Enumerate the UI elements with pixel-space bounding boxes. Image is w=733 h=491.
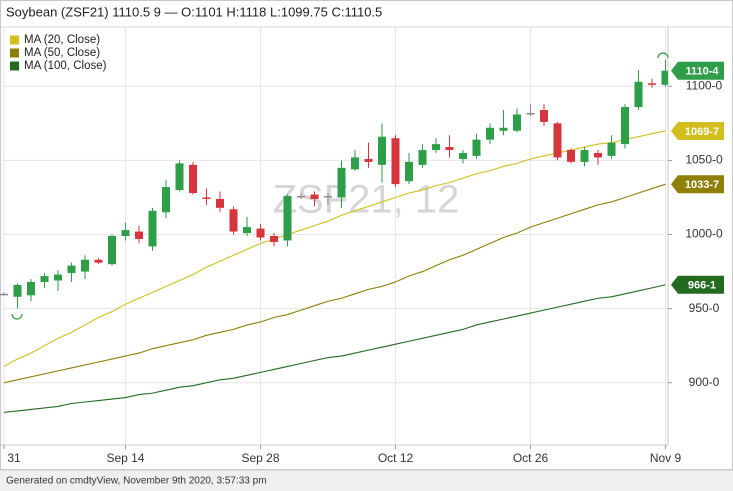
candle-body <box>27 281 35 296</box>
plot-area <box>0 27 668 445</box>
last-value-label: 1033-7 <box>685 179 719 191</box>
candle-body <box>580 150 589 162</box>
candle-body <box>283 195 292 241</box>
last-value-label: 1110-4 <box>685 66 719 78</box>
swing-high-marker <box>657 52 669 59</box>
candle-body <box>297 195 305 198</box>
candle-body <box>553 123 562 158</box>
y-tick-label: 1050-0 <box>685 153 723 167</box>
candle-body <box>310 194 319 199</box>
candle-body <box>418 150 427 165</box>
candle-body <box>108 236 116 265</box>
candle-body <box>513 114 521 131</box>
candle-body <box>243 227 251 234</box>
legend-label: MA (50, Close) <box>24 47 100 59</box>
x-tick-label: Sep 14 <box>106 451 144 465</box>
candle-body <box>148 210 157 247</box>
candle-body <box>256 228 265 238</box>
candle-body <box>216 198 224 208</box>
watermark: ZSF21, 12 <box>273 178 460 222</box>
legend-label: MA (100, Close) <box>24 60 107 72</box>
candle-body <box>13 284 22 297</box>
y-tick-label: 900-0 <box>689 375 720 389</box>
candle-body <box>324 195 332 198</box>
last-value-box <box>671 275 724 294</box>
candle-body <box>337 167 346 198</box>
x-tick-label: Sep 28 <box>241 451 279 465</box>
candle-body <box>391 138 400 185</box>
candle-body <box>135 231 143 239</box>
candle-body <box>378 136 386 165</box>
candle-body <box>270 236 278 242</box>
candle-body <box>526 112 535 115</box>
candle-body <box>648 83 656 85</box>
candle-body <box>459 152 467 159</box>
candle-body <box>661 70 668 85</box>
candle-body <box>94 259 103 263</box>
y-tick-label: 950-0 <box>689 301 720 315</box>
chart-title: Soybean (ZSF21) 1110.5 9 — O:1101 H:1118… <box>6 4 382 19</box>
candle-body <box>351 157 359 170</box>
last-value-label: 966-1 <box>688 280 716 292</box>
candle-body <box>189 164 197 194</box>
candle-body <box>364 158 373 162</box>
candle-body <box>594 152 602 158</box>
legend-swatch <box>10 48 19 58</box>
candle-body <box>634 81 643 108</box>
y-tick-label: 1100-0 <box>686 78 723 92</box>
legend: MA (20, Close)MA (50, Close)MA (100, Clo… <box>10 34 107 72</box>
candle-body <box>40 276 49 282</box>
candle-body <box>81 259 89 272</box>
x-tick-label: Oct 26 <box>513 451 549 465</box>
y-tick-label: 1000-0 <box>685 227 723 241</box>
x-tick-label: 31 <box>7 451 21 465</box>
x-tick-label: Nov 9 <box>650 451 682 465</box>
candle-body <box>540 110 548 122</box>
candle-body <box>472 139 481 156</box>
legend-swatch <box>10 35 19 45</box>
last-value-box <box>671 121 724 140</box>
candle-body <box>499 127 508 131</box>
candle-body <box>0 293 8 296</box>
candle-body <box>175 163 184 191</box>
footer: Generated on cmdtyView, November 9th 202… <box>6 476 267 487</box>
candle-body <box>54 274 62 281</box>
candle-body <box>405 161 413 182</box>
swing-low-marker <box>11 313 23 320</box>
last-value-label: 1069-7 <box>685 126 719 138</box>
x-tick-label: Oct 12 <box>378 451 414 465</box>
candle-body <box>202 197 211 199</box>
candle-body <box>67 265 76 274</box>
legend-label: MA (20, Close) <box>24 34 100 46</box>
candle-body <box>486 127 494 140</box>
ma-line <box>3 183 666 384</box>
candle-body <box>229 209 238 232</box>
last-value-box <box>671 61 724 80</box>
candle-body <box>567 150 575 162</box>
candle-body <box>162 187 170 213</box>
legend-swatch <box>10 61 19 71</box>
last-value-box <box>671 175 724 194</box>
candle-body <box>621 107 629 145</box>
candle-body <box>607 142 616 156</box>
candle-body <box>445 147 454 151</box>
candle-body <box>432 144 440 151</box>
footer-bar <box>0 470 733 491</box>
ma-line <box>3 284 666 413</box>
candle-body <box>121 230 130 236</box>
